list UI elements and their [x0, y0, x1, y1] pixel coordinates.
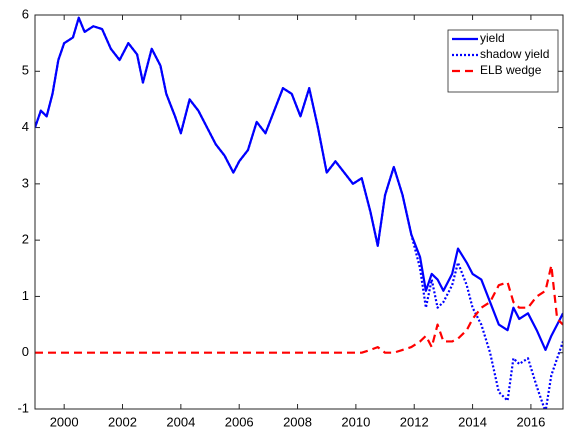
y-tick-label: 4: [22, 119, 29, 134]
x-tick-label: 2004: [166, 414, 195, 429]
x-tick-label: 2008: [283, 414, 312, 429]
x-tick-label: 2014: [458, 414, 487, 429]
x-tick-label: 2016: [516, 414, 545, 429]
plot-frame: [34, 14, 564, 410]
y-tick-label: 1: [22, 288, 29, 303]
y-tick-label: 6: [22, 6, 29, 21]
x-tick-label: 2010: [341, 414, 370, 429]
legend-label: ELB wedge: [480, 63, 542, 77]
x-tick-label: 2012: [400, 414, 429, 429]
legend: yield shadow yield ELB wedge: [447, 29, 559, 93]
x-tick-label: 2006: [225, 414, 254, 429]
legend-box: [447, 29, 559, 93]
y-tick-label: -1: [17, 400, 29, 415]
x-tick-label: 2000: [50, 414, 79, 429]
series-line: [35, 16, 563, 409]
y-tick-label: 2: [22, 232, 29, 247]
series-line: [35, 264, 563, 354]
legend-label: yield: [480, 31, 505, 45]
y-tick-label: 3: [22, 175, 29, 190]
x-tick-label: 2002: [108, 414, 137, 429]
y-tick-label: 0: [22, 344, 29, 359]
y-tick-label: 5: [22, 63, 29, 78]
legend-label: shadow yield: [480, 47, 549, 61]
